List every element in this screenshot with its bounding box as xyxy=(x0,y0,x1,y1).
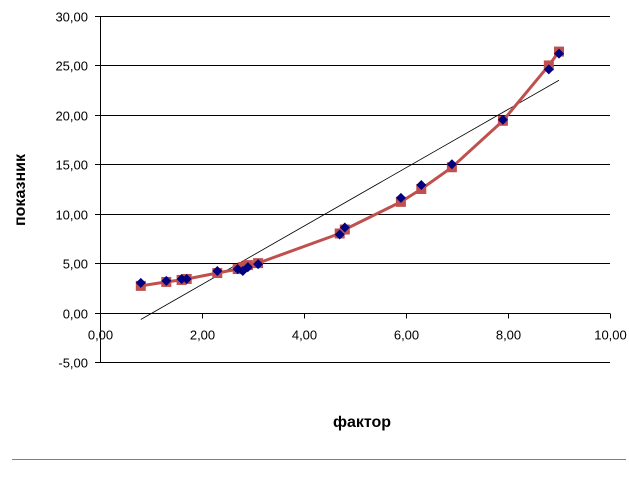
series-2-line xyxy=(140,50,561,288)
series-1-point xyxy=(395,192,406,203)
x-tick-label: 2,00 xyxy=(190,328,215,343)
series-1-point xyxy=(497,114,508,125)
series-1-point xyxy=(543,64,554,75)
y-tick-label: 10,00 xyxy=(55,208,88,223)
trendline-group xyxy=(140,79,560,320)
x-axis-ticks: 0,00 2,00 4,00 6,00 8,00 10,00 xyxy=(88,328,627,343)
x-tick-label: 10,00 xyxy=(594,328,627,343)
series-1-point xyxy=(181,273,192,284)
series-1-point xyxy=(339,222,350,233)
y-tick-label: 25,00 xyxy=(55,59,88,74)
series-1-point xyxy=(161,275,172,286)
x-tick-label: 0,00 xyxy=(88,328,113,343)
series-1-point xyxy=(554,48,564,59)
y-axis-ticks: -5,00 0,00 5,00 10,00 15,00 20,00 25,00 30,00 xyxy=(55,10,88,371)
y-tick-label: 20,00 xyxy=(55,109,88,124)
series-1-point xyxy=(334,229,345,240)
x-axis-title: фактор xyxy=(333,414,391,431)
series-1-point xyxy=(446,159,457,170)
y-tick-label: 15,00 xyxy=(55,158,88,173)
series-1-point xyxy=(416,180,427,191)
series-1-point xyxy=(242,262,253,273)
y-axis-title: показник xyxy=(12,153,29,226)
x-tick-label: 4,00 xyxy=(292,328,317,343)
series-1-point xyxy=(135,277,146,288)
x-tick-label: 6,00 xyxy=(394,328,419,343)
series-1-point xyxy=(212,266,223,277)
gridlines xyxy=(95,16,610,363)
series-group xyxy=(135,46,564,291)
axes xyxy=(100,16,611,362)
x-tick-label: 8,00 xyxy=(496,328,521,343)
y-tick-label: -5,00 xyxy=(58,356,88,371)
y-tick-label: 0,00 xyxy=(63,307,88,322)
series-1-point xyxy=(253,259,264,270)
y-tick-label: 5,00 xyxy=(63,257,88,272)
y-tick-label: 30,00 xyxy=(55,10,88,25)
series-1-point xyxy=(176,273,187,284)
trendline xyxy=(140,79,560,320)
footer-divider xyxy=(12,459,626,460)
